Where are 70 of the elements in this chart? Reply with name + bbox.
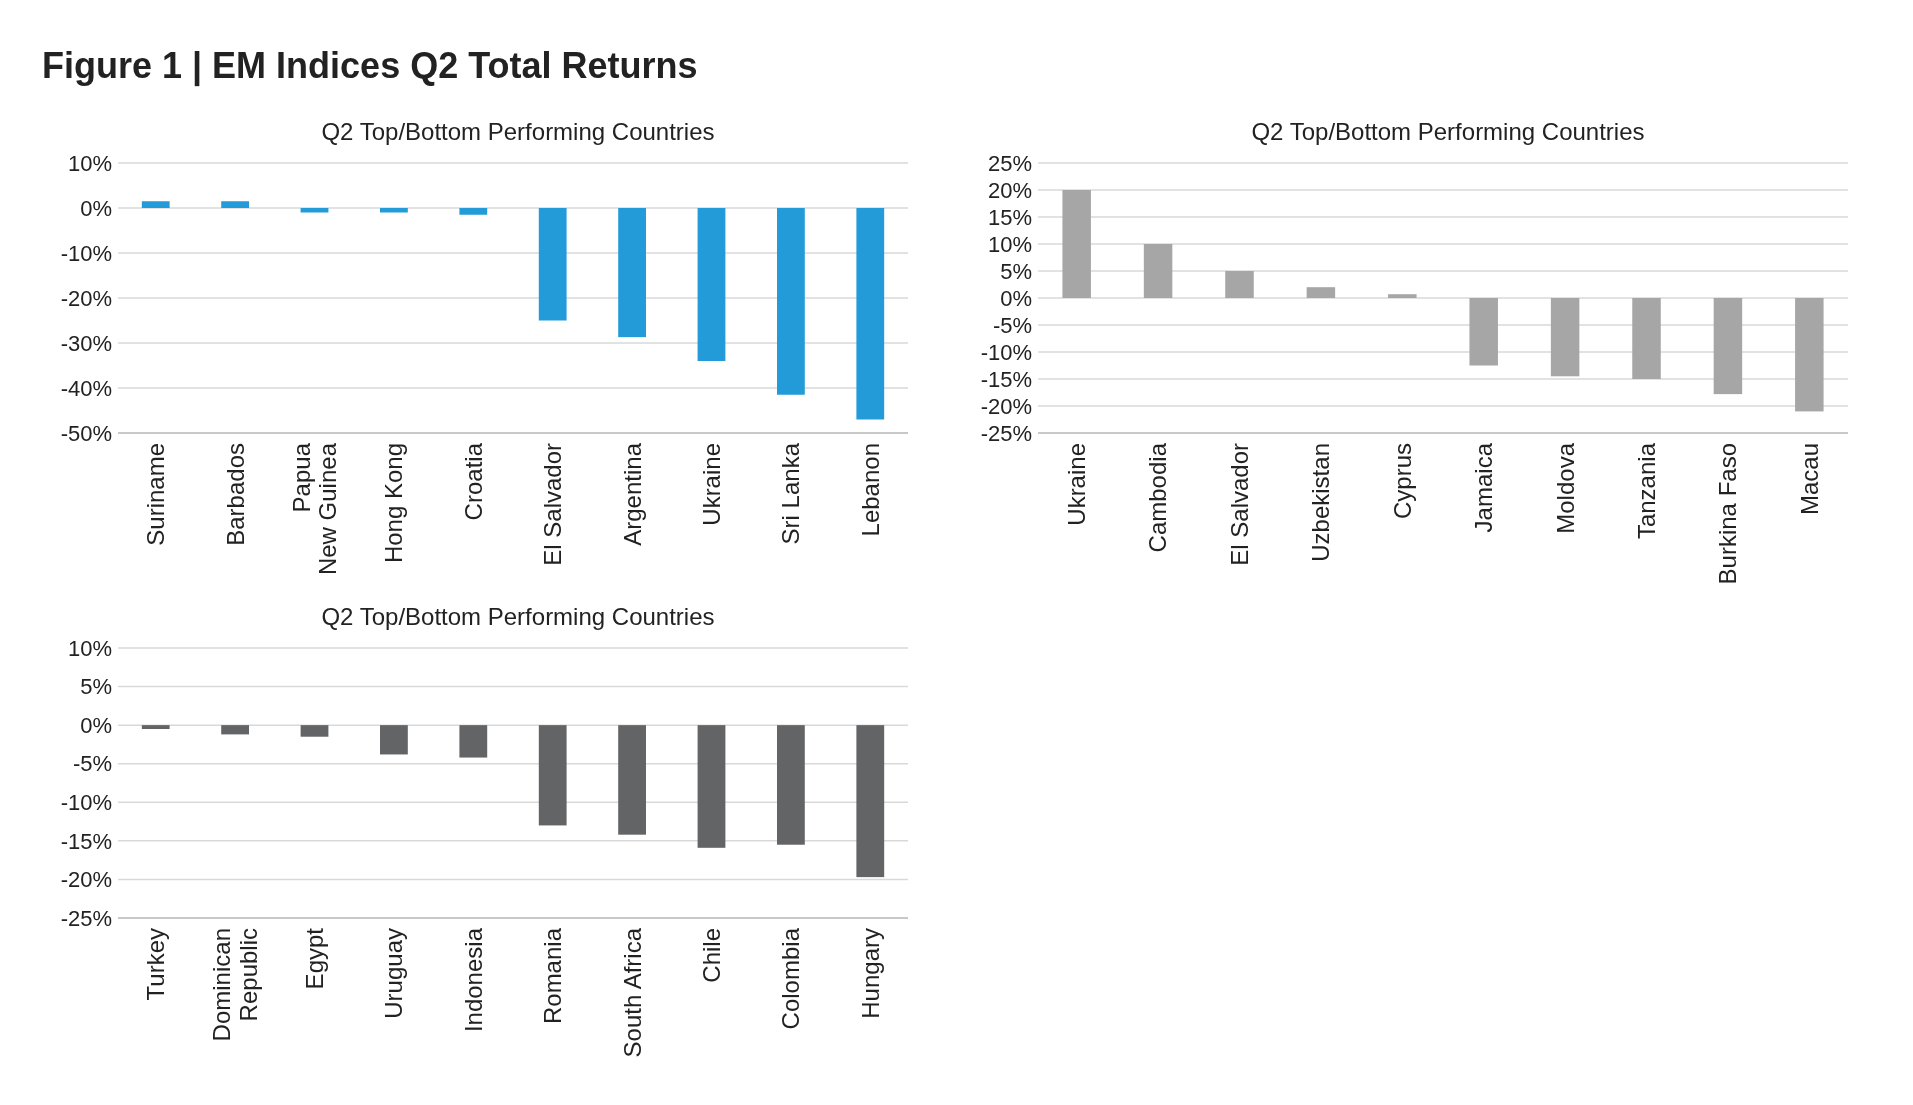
x-tick-label: Barbados — [221, 443, 249, 546]
chart-title: Q2 Top/Bottom Performing Countries — [1251, 118, 1645, 145]
bar — [1306, 287, 1336, 298]
x-tick-label: Hong Kong — [380, 443, 408, 564]
y-tick-label: -20% — [60, 867, 112, 893]
x-tick-label: Cambodia — [1144, 442, 1172, 553]
x-tick-label: Lebanon — [856, 443, 884, 537]
y-tick-label: -10% — [60, 240, 112, 266]
y-tick-label: 0% — [1000, 285, 1032, 311]
y-tick-label: 5% — [80, 674, 112, 700]
y-tick-label: -50% — [60, 420, 112, 446]
x-tick-label: Burkina Faso — [1714, 443, 1742, 585]
y-tick-label: 15% — [987, 204, 1032, 230]
y-tick-label: -10% — [60, 789, 112, 815]
y-tick-label: -30% — [60, 330, 112, 356]
x-tick-label: Moldova — [1551, 442, 1579, 534]
x-tick-label: Ukraine — [697, 443, 725, 526]
bar — [1713, 298, 1743, 395]
y-tick-label: -20% — [980, 393, 1032, 419]
x-tick-label: Hungary — [856, 928, 884, 1019]
x-tick-label: Papua New Guinea — [287, 442, 342, 576]
y-tick-label: -25% — [60, 905, 112, 931]
x-tick-label: El Salvador — [1225, 443, 1253, 566]
bar — [1550, 298, 1580, 377]
x-tick-label: Macau — [1795, 443, 1823, 516]
x-tick-label: Uzbekistan — [1307, 443, 1335, 562]
y-tick-label: 0% — [80, 712, 112, 738]
y-tick-label: 25% — [987, 150, 1032, 176]
y-tick-label: 5% — [1000, 258, 1032, 284]
x-tick-label: Chile — [697, 928, 725, 983]
x-tick-label: Tanzania — [1632, 442, 1660, 540]
y-tick-label: -20% — [60, 285, 112, 311]
y-tick-label: 20% — [987, 177, 1032, 203]
x-tick-label: Jamaica — [1470, 442, 1498, 533]
x-tick-label: Argentina — [618, 442, 646, 546]
x-tick-label: El Salvador — [539, 443, 567, 566]
x-tick-label: Indonesia — [459, 927, 487, 1033]
y-tick-label: -15% — [980, 366, 1032, 392]
chart-title: Figure 1 | EM Indices Q2 Total Returns — [42, 45, 698, 87]
y-tick-label: 10% — [67, 150, 112, 176]
y-tick-label: -10% — [980, 339, 1032, 365]
bar — [1795, 298, 1824, 412]
bar — [1469, 298, 1498, 366]
x-tick-label: Ukraine — [1063, 443, 1091, 526]
y-tick-label: -15% — [60, 828, 112, 854]
bar — [1143, 244, 1173, 298]
y-tick-label: -40% — [60, 375, 112, 401]
y-tick-label: 0% — [80, 195, 112, 221]
x-tick-label: Suriname — [142, 443, 170, 546]
x-tick-label: Dominican Republic — [208, 928, 262, 1042]
x-tick-label: Romania — [539, 927, 567, 1025]
x-tick-label: Turkey — [142, 928, 170, 1001]
chart-subtitle: Q2 Top/Bottom Performing Countries — [321, 118, 715, 145]
x-tick-label: Croatia — [459, 442, 487, 521]
bar — [1388, 294, 1417, 298]
y-tick-label: -25% — [980, 420, 1032, 446]
bar — [1632, 298, 1661, 379]
bar — [1062, 190, 1091, 298]
x-tick-label: Egypt — [300, 927, 328, 990]
x-tick-label: Uruguay — [380, 928, 408, 1019]
chart-title: Q2 Top/Bottom Performing Countries — [321, 603, 715, 630]
x-tick-label: Sri Lanka — [777, 442, 805, 545]
y-tick-label: 10% — [67, 635, 112, 661]
y-tick-label: 10% — [987, 231, 1032, 257]
x-tick-label: South Africa — [618, 927, 646, 1058]
x-tick-label: Colombia — [777, 927, 805, 1030]
y-tick-label: -5% — [992, 312, 1032, 338]
x-tick-label: Cyprus — [1388, 443, 1416, 520]
y-tick-label: -5% — [72, 751, 112, 777]
bar — [1225, 271, 1254, 298]
